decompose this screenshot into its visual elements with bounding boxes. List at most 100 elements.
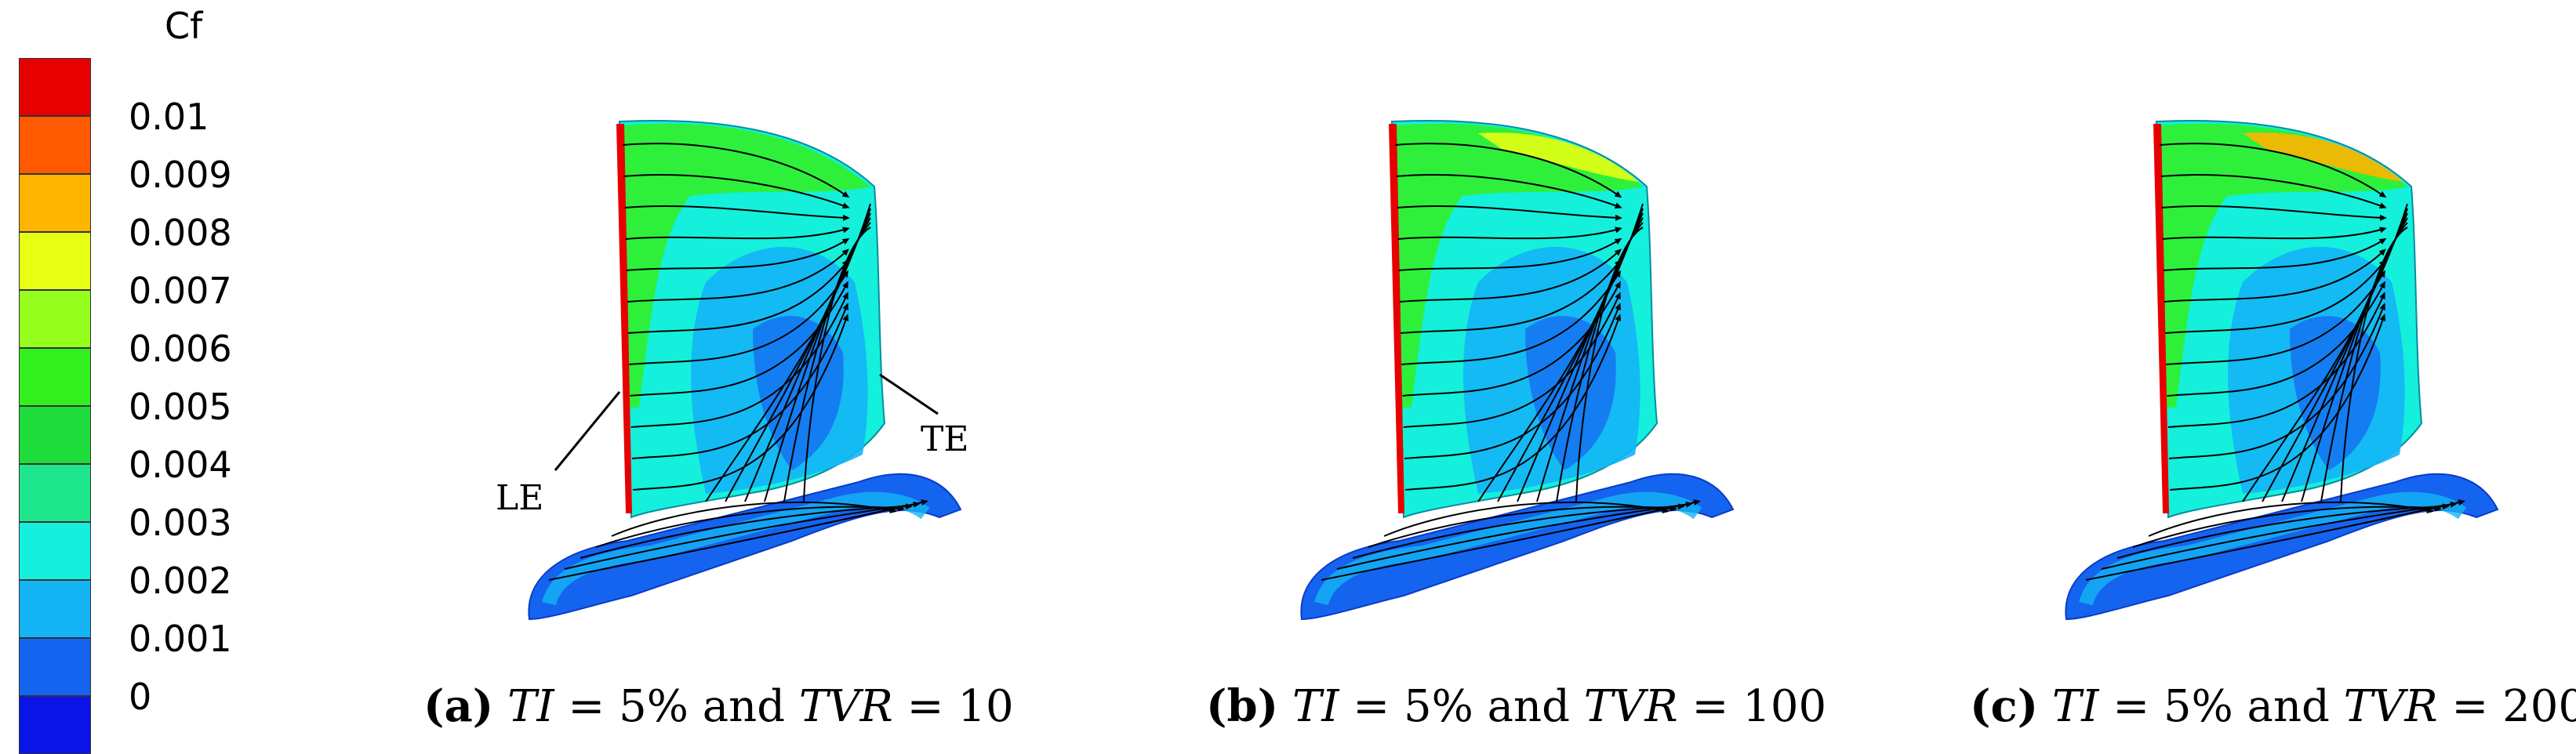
streamline xyxy=(1399,248,1622,303)
streamline xyxy=(625,227,850,240)
streamline xyxy=(1403,292,1621,428)
streamline xyxy=(2170,314,2386,491)
streamline xyxy=(1405,314,1622,491)
panel-c xyxy=(2065,119,2499,621)
legend-tick-label: 0.007 xyxy=(129,270,232,312)
streamline xyxy=(1396,174,1622,209)
legend-tick-label: 0.004 xyxy=(129,444,232,486)
streamline xyxy=(1394,143,1622,198)
panel-b xyxy=(1300,119,1735,621)
legend-title: Cf xyxy=(165,5,203,47)
hub-streamline xyxy=(580,503,913,559)
streamline xyxy=(1398,237,1622,271)
streamline xyxy=(1397,227,1622,240)
legend-tick-label: 0.001 xyxy=(129,618,232,660)
hub-streamline xyxy=(564,501,921,570)
hub-streamline xyxy=(2116,503,2450,559)
caption-b: (b) TI = 5% and TVR = 100 xyxy=(1206,680,1826,732)
legend-tick-label: 0.008 xyxy=(129,212,232,254)
le-label: LE xyxy=(496,478,543,518)
streamline xyxy=(2166,270,2386,365)
legend-swatch xyxy=(19,348,91,406)
hub-streamline xyxy=(611,501,897,537)
colorbar-legend: Cf 0.01 0.009 0.008 0.007 0.006 0.005 0.004 0.0… xyxy=(0,0,329,754)
streamline xyxy=(629,270,849,365)
te-label: TE xyxy=(921,419,968,459)
hub-streamline xyxy=(2085,499,2465,581)
caption-c-letter: (c) xyxy=(1970,680,2039,732)
streamline xyxy=(2162,227,2387,240)
caption-b-tvr-value: = 100 xyxy=(1677,681,1827,732)
legend-swatch xyxy=(19,290,91,348)
tip-high-friction-zone xyxy=(2243,132,2403,182)
legend-tick-label: 0.003 xyxy=(129,502,232,544)
blade-high-friction-zone xyxy=(1393,123,1643,408)
caption-a-ti-value: = 5% and xyxy=(554,681,799,732)
panel-a xyxy=(528,119,962,621)
hub-band xyxy=(1314,491,1702,606)
legend-tick-label: 0.01 xyxy=(129,96,209,138)
streamline xyxy=(1404,303,1621,459)
caption-c-tvr-value: = 200 xyxy=(2437,681,2576,732)
legend-swatch-top xyxy=(19,58,91,116)
legend-swatch xyxy=(19,696,91,754)
separation-streamline xyxy=(1575,227,1644,502)
streamline xyxy=(2164,248,2386,303)
streamline xyxy=(631,303,848,459)
caption-b-ti: TI xyxy=(1292,681,1339,732)
streamline xyxy=(628,259,849,334)
caption-a-letter: (a) xyxy=(423,680,494,732)
legend-swatch xyxy=(19,638,91,696)
hub-band xyxy=(542,491,930,606)
streamline xyxy=(2168,303,2385,459)
blade-high-friction-zone xyxy=(2158,123,2407,408)
hub-streamline xyxy=(2132,505,2442,548)
hub-streamline xyxy=(1383,501,1669,537)
leading-edge-strip xyxy=(2153,124,2169,513)
hub-streamline xyxy=(1336,501,1693,570)
legend-tick-label: 0 xyxy=(129,676,152,718)
hub-streamline xyxy=(1352,503,1685,559)
streamline xyxy=(630,292,848,428)
caption-b-ti-value: = 5% and xyxy=(1339,681,1584,732)
streamline xyxy=(1401,270,1622,365)
caption-a-tvr: TVR xyxy=(798,681,893,732)
hub-streamline xyxy=(1321,499,1701,581)
tip-high-friction-zone xyxy=(1478,132,1639,182)
hub-streamline xyxy=(2148,501,2434,537)
leading-edge-strip xyxy=(616,124,632,513)
caption-a-ti: TI xyxy=(507,681,554,732)
te-leader-line xyxy=(879,373,939,415)
streamline xyxy=(623,174,850,209)
le-leader-line xyxy=(554,391,621,471)
streamline xyxy=(1401,259,1622,334)
blade-high-friction-zone xyxy=(621,123,870,408)
legend-tick-label: 0.009 xyxy=(129,154,232,196)
legend-tick-label: 0.006 xyxy=(129,328,232,370)
hub-streamline xyxy=(2101,501,2458,570)
caption-a-tvr-value: = 10 xyxy=(892,681,1014,732)
streamline xyxy=(2167,292,2385,428)
caption-c-tvr: TVR xyxy=(2343,681,2438,732)
legend-swatch xyxy=(19,580,91,638)
streamline xyxy=(622,143,850,198)
caption-c-ti-value: = 5% and xyxy=(2098,681,2344,732)
legend-swatch xyxy=(19,522,91,580)
streamline xyxy=(627,248,849,303)
legend-swatch xyxy=(19,406,91,464)
streamline xyxy=(2159,143,2387,198)
hub-streamline xyxy=(1368,505,1677,548)
streamline xyxy=(2165,259,2386,334)
leading-edge-strip xyxy=(1389,124,1404,513)
hub-streamline xyxy=(595,505,905,548)
legend-tick-label: 0.002 xyxy=(129,560,232,602)
separation-streamline xyxy=(2340,227,2408,502)
streamline xyxy=(626,237,850,271)
legend-swatch xyxy=(19,464,91,522)
caption-b-tvr: TVR xyxy=(1583,681,1678,732)
hub-band xyxy=(2079,491,2467,606)
streamline xyxy=(2161,205,2387,221)
legend-swatch xyxy=(19,232,91,290)
hub-streamline xyxy=(548,499,928,581)
legend-tick-label: 0.005 xyxy=(129,386,232,428)
